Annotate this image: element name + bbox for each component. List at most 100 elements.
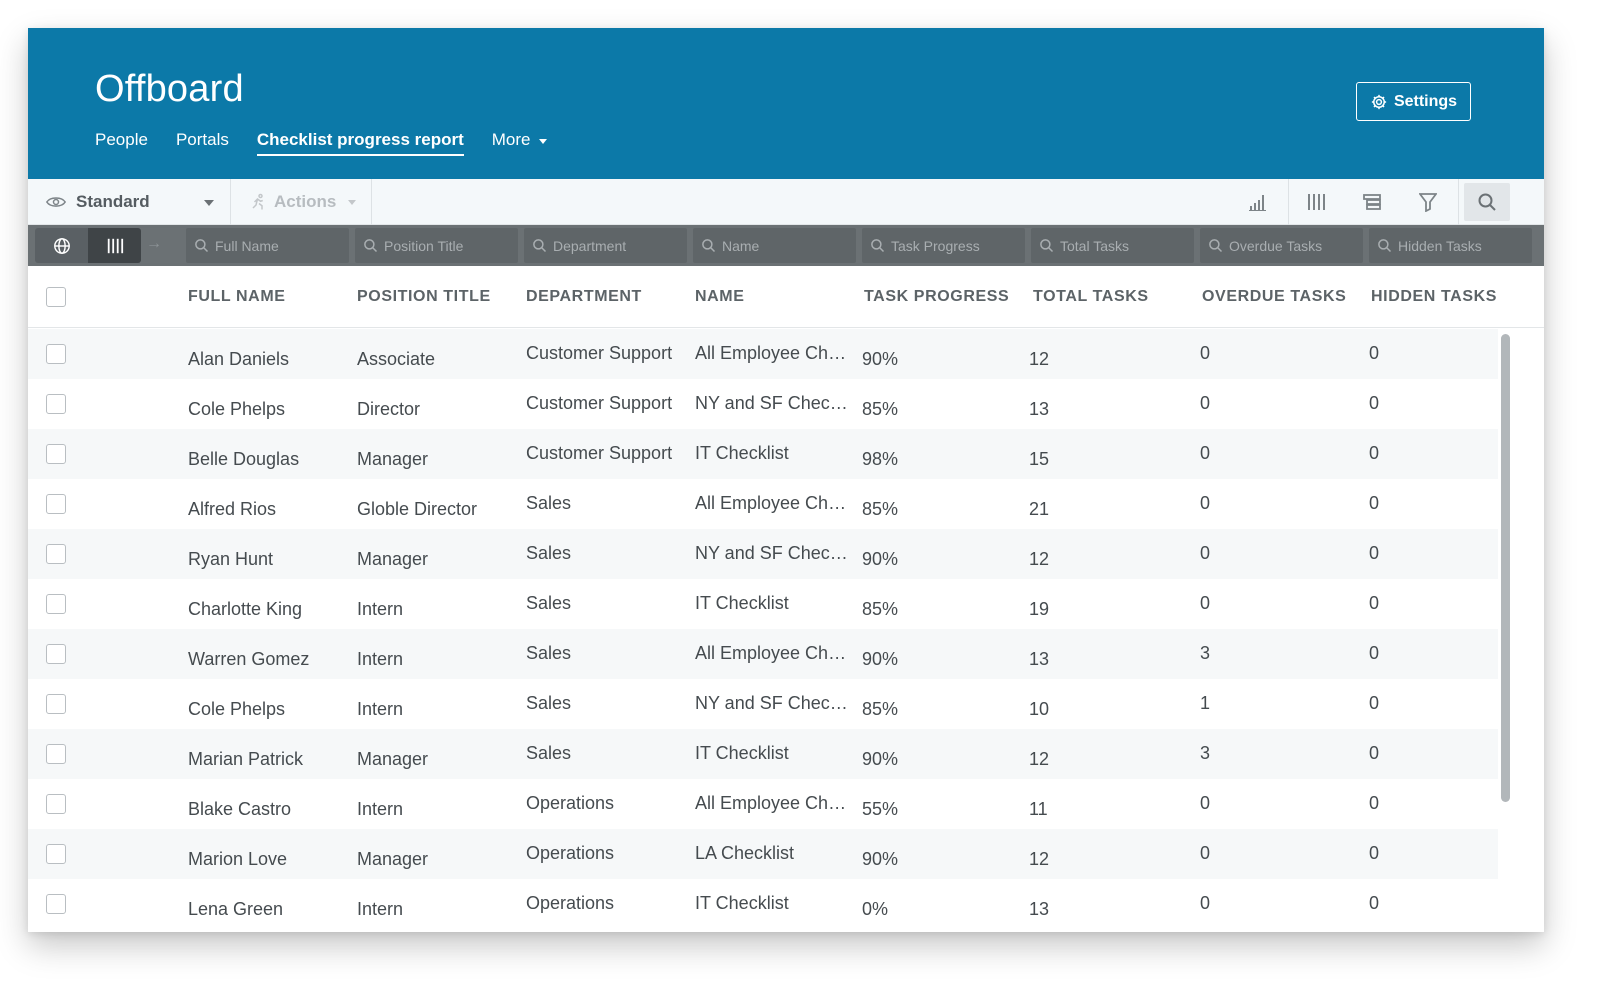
vertical-scrollbar[interactable] (1501, 334, 1510, 802)
cell-task-progress: 90% (862, 849, 899, 869)
cell-task-progress: 0% (862, 899, 889, 919)
search-icon (1040, 239, 1054, 253)
table-row[interactable]: Blake Castro Intern Operations All Employee… (28, 779, 1498, 829)
row-checkbox[interactable] (46, 894, 66, 914)
tab-checklist-progress-report[interactable]: Checklist progress report (256, 130, 464, 156)
group-button[interactable] (1344, 179, 1400, 225)
row-checkbox[interactable] (46, 344, 66, 364)
filter-position-title[interactable]: Position Title (355, 228, 518, 263)
chart-button[interactable] (1230, 179, 1286, 225)
cell-hidden-tasks: 0 (1369, 443, 1380, 463)
cell-department: Sales (526, 543, 572, 563)
cell-total-tasks: 13 (1029, 899, 1050, 919)
table-row[interactable]: Warren Gomez Intern Sales All Employee Chec… (28, 629, 1498, 679)
column-header-hidden-tasks[interactable]: HIDDEN TASKS (1371, 288, 1498, 305)
column-filter-toggle[interactable] (88, 228, 141, 263)
column-header-department[interactable]: DEPARTMENT (526, 288, 642, 305)
cell-total-tasks: 12 (1029, 849, 1050, 869)
table-row[interactable]: Ryan Hunt Manager Sales NY and SF Checklist… (28, 529, 1498, 579)
row-checkbox[interactable] (46, 594, 66, 614)
cell-position-title: Associate (357, 349, 436, 369)
column-header-overdue-tasks[interactable]: OVERDUE TASKS (1202, 288, 1347, 305)
settings-button[interactable]: Settings (1356, 82, 1471, 121)
row-checkbox[interactable] (46, 644, 66, 664)
search-icon (871, 239, 885, 253)
column-header-task-progress[interactable]: TASK PROGRESS (864, 288, 1010, 305)
actions-button[interactable]: Actions (232, 179, 372, 225)
row-checkbox[interactable] (46, 394, 66, 414)
cell-department: Sales (526, 693, 572, 713)
tab-more[interactable]: More (492, 130, 547, 154)
table-row[interactable]: Cole Phelps Intern Sales NY and SF Checklis… (28, 679, 1498, 729)
row-checkbox[interactable] (46, 744, 66, 764)
cell-department: Customer Support (526, 443, 673, 463)
row-checkbox[interactable] (46, 494, 66, 514)
cell-department: Sales (526, 493, 572, 513)
row-checkbox[interactable] (46, 444, 66, 464)
app-title: Offboard (95, 68, 244, 110)
column-header-position-title[interactable]: POSITION TITLE (357, 288, 491, 305)
tab-portals[interactable]: Portals (175, 130, 229, 149)
view-select[interactable]: Standard (28, 179, 231, 225)
toolbar: Standard Actions (28, 179, 1544, 225)
filter-bar: → Full Name Position Title Department Na… (28, 225, 1544, 266)
filter-name[interactable]: Name (693, 228, 856, 263)
cell-name: IT Checklist (695, 743, 789, 763)
cell-name: NY and SF Checklist (695, 543, 851, 563)
cell-total-tasks: 10 (1029, 699, 1050, 719)
cell-position-title: Manager (357, 549, 429, 569)
row-checkbox[interactable] (46, 844, 66, 864)
settings-label: Settings (1393, 92, 1458, 110)
cell-department: Operations (526, 793, 615, 813)
cell-full-name: Charlotte King (188, 599, 303, 619)
search-icon (533, 239, 547, 253)
table-row[interactable]: Alan Daniels Associate Customer Support All… (28, 329, 1498, 379)
cell-hidden-tasks: 0 (1369, 843, 1380, 863)
chevron-down-icon (204, 200, 214, 206)
column-header-total-tasks[interactable]: TOTAL TASKS (1033, 288, 1149, 305)
cell-position-title: Intern (357, 899, 404, 919)
table-row[interactable]: Alfred Rios Globle Director Sales All Emplo… (28, 479, 1498, 529)
search-icon (1378, 239, 1392, 253)
table-row[interactable]: Cole Phelps Director Customer Support NY an… (28, 379, 1498, 429)
cell-full-name: Alan Daniels (188, 349, 290, 369)
search-icon (702, 239, 716, 253)
cell-hidden-tasks: 0 (1369, 493, 1380, 513)
columns-button[interactable] (1288, 179, 1344, 225)
column-header-full-name[interactable]: FULL NAME (188, 288, 286, 305)
filter-department[interactable]: Department (524, 228, 687, 263)
table-header: FULL NAME POSITION TITLE DEPARTMENT NAME… (28, 266, 1544, 328)
table-row[interactable]: Charlotte King Intern Sales IT Checklist 85%… (28, 579, 1498, 629)
table-row[interactable]: Belle Douglas Manager Customer Support IT C… (28, 429, 1498, 479)
cell-department: Customer Support (526, 393, 673, 413)
search-button[interactable] (1464, 183, 1510, 221)
tab-people[interactable]: People (95, 130, 148, 149)
cell-hidden-tasks: 0 (1369, 893, 1380, 913)
select-all-checkbox[interactable] (46, 287, 66, 307)
row-checkbox[interactable] (46, 694, 66, 714)
cell-full-name: Alfred Rios (188, 499, 277, 519)
actions-label: Actions (274, 192, 337, 211)
search-icon (1209, 239, 1223, 253)
global-filter-toggle[interactable] (35, 228, 88, 263)
column-header-name[interactable]: NAME (695, 288, 745, 305)
table-row[interactable]: Marion Love Manager Operations LA Checklist… (28, 829, 1498, 879)
cell-position-title: Intern (357, 699, 404, 719)
filter-total-tasks[interactable]: Total Tasks (1031, 228, 1194, 263)
cell-hidden-tasks: 0 (1369, 743, 1380, 763)
cell-department: Customer Support (526, 343, 673, 363)
filter-button[interactable] (1400, 179, 1456, 225)
row-checkbox[interactable] (46, 544, 66, 564)
filter-overdue-tasks[interactable]: Overdue Tasks (1200, 228, 1363, 263)
table-row[interactable]: Lena Green Intern Operations IT Checklist 0%… (28, 879, 1498, 929)
cell-total-tasks: 13 (1029, 399, 1050, 419)
filter-task-progress[interactable]: Task Progress (862, 228, 1025, 263)
cell-hidden-tasks: 0 (1369, 393, 1380, 413)
table-row[interactable]: Marian Patrick Manager Sales IT Checklist 90… (28, 729, 1498, 779)
row-checkbox[interactable] (46, 794, 66, 814)
filter-hidden-tasks[interactable]: Hidden Tasks (1369, 228, 1532, 263)
toolbar-divider (1458, 179, 1459, 225)
cell-task-progress: 85% (862, 399, 899, 419)
filter-full-name[interactable]: Full Name (186, 228, 349, 263)
cell-position-title: Intern (357, 599, 404, 619)
